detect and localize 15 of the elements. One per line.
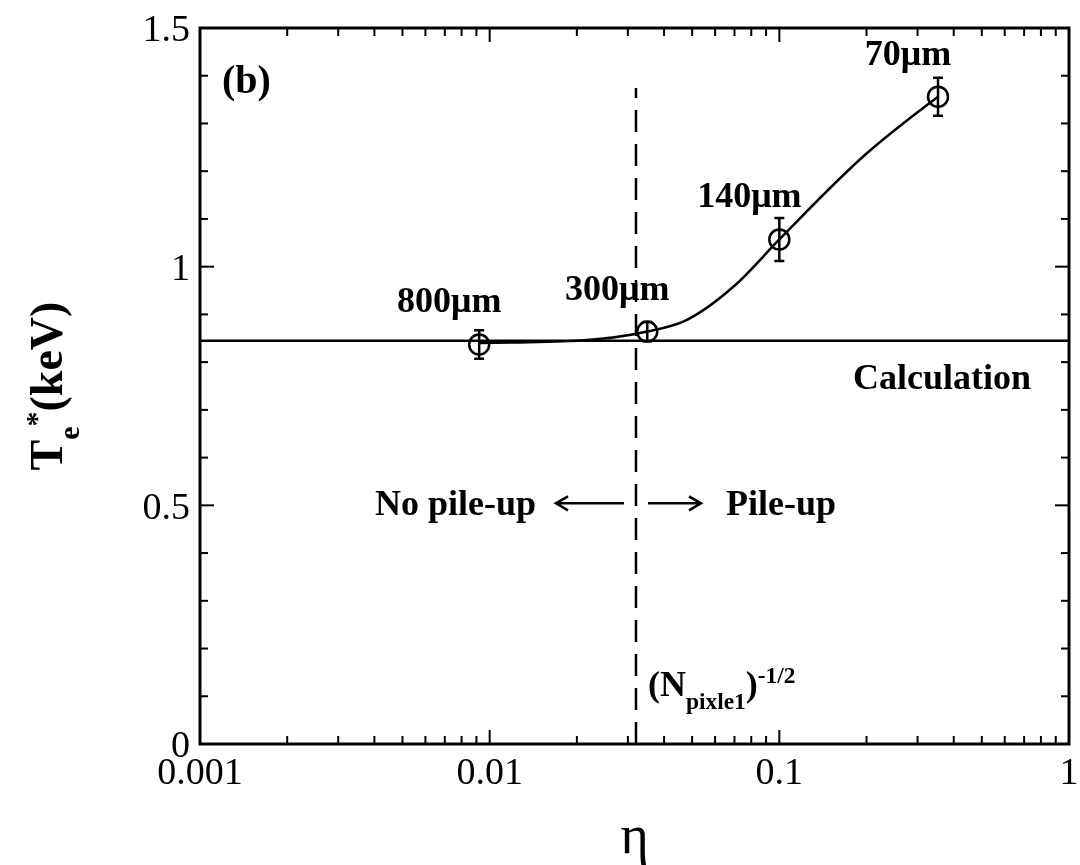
x-tick-label: 1 — [1059, 750, 1079, 792]
y-tick-label: 0.5 — [142, 484, 190, 527]
ref-line-label: (N$_{pixle1}$)$^{-1/2}$ — [647, 662, 796, 715]
annotation: 140μm — [697, 175, 802, 216]
x-axis-title: η — [620, 805, 649, 865]
annotation: No pile-up — [374, 483, 536, 524]
x-tick-label: 0.01 — [456, 750, 523, 792]
annotation: 70μm — [864, 32, 952, 73]
y-tick-label: 1.5 — [142, 7, 190, 50]
legend-label: Calculation — [852, 356, 1031, 397]
annotation: Pile-up — [725, 483, 837, 524]
annotation: (b) — [222, 57, 271, 102]
annotation: 800μm — [396, 280, 502, 321]
y-tick-label: 1 — [171, 245, 190, 288]
x-tick-label: 0.1 — [755, 750, 804, 792]
